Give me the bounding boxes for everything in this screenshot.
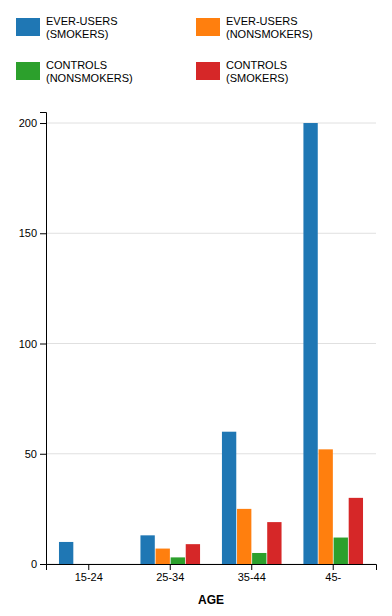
axis-line: [40, 113, 47, 565]
bar-series: [156, 449, 333, 564]
bar: [171, 557, 185, 564]
x-tick: 15-24: [75, 564, 103, 583]
tick-mark: [40, 123, 46, 124]
x-tick: 45-: [325, 564, 341, 583]
y-tick: 200: [19, 117, 46, 129]
tick-mark: [40, 454, 46, 455]
bar: [349, 498, 363, 564]
tick-label: 0: [31, 558, 37, 570]
axis-line: [47, 565, 377, 571]
bar-series: [59, 123, 318, 564]
legend-label: CONTROLS(SMOKERS): [226, 59, 288, 84]
legend-swatch: [16, 18, 40, 36]
legend-item: EVER-USERS(SMOKERS): [16, 15, 118, 40]
tick-label: 25-34: [156, 571, 184, 583]
tick-label: 35-44: [238, 571, 266, 583]
tick-mark: [170, 564, 171, 570]
y-tick: 0: [31, 558, 46, 570]
tick-label: 15-24: [75, 571, 103, 583]
grid: [46, 123, 376, 564]
tick-label: 100: [19, 338, 37, 350]
bar: [104, 564, 118, 565]
grid-line: [46, 343, 376, 344]
tick-mark: [40, 344, 46, 345]
bar: [186, 544, 200, 564]
legend-swatch: [196, 62, 220, 80]
bar: [252, 553, 266, 564]
plot: 0 50 100 150 200 15-24 25-34 35-44 45- AGE: [19, 113, 377, 608]
legend-item: CONTROLS(NONSMOKERS): [16, 59, 133, 84]
tick-mark: [88, 564, 89, 570]
bar: [303, 123, 317, 564]
tick-mark: [333, 564, 334, 570]
x-axis-title: AGE: [198, 593, 224, 607]
chart: 0 50 100 150 200 15-24 25-34 35-44 45- AGE EVER-US…: [0, 0, 392, 616]
bar-series: [186, 498, 363, 564]
bar: [156, 549, 170, 564]
bar-series: [171, 538, 348, 564]
legend-label: EVER-USERS(SMOKERS): [46, 15, 118, 40]
bar: [334, 538, 348, 564]
tick-label: 150: [19, 227, 37, 239]
legend-item: CONTROLS(SMOKERS): [196, 59, 288, 84]
bar: [237, 509, 251, 564]
x-tick: 35-44: [238, 564, 266, 583]
y-tick: 50: [25, 448, 46, 460]
grid-line: [46, 123, 376, 124]
legend-item: EVER-USERS(NONSMOKERS): [196, 15, 313, 40]
legend-label: EVER-USERS(NONSMOKERS): [226, 15, 313, 40]
bar: [140, 535, 154, 564]
bar: [222, 432, 236, 564]
grid-line: [46, 233, 376, 234]
legend-swatch: [16, 62, 40, 80]
tick-mark: [251, 564, 252, 570]
bar: [319, 449, 333, 564]
bar: [59, 542, 73, 564]
legend: EVER-USERS(SMOKERS) EVER-USERS(NONSMOKERS…: [16, 15, 313, 84]
legend-swatch: [196, 18, 220, 36]
tick-mark: [40, 564, 46, 565]
tick-label: 50: [25, 448, 37, 460]
bar: [267, 522, 281, 564]
legend-label: CONTROLS(NONSMOKERS): [46, 59, 133, 84]
bar: [89, 564, 103, 565]
x-tick: 25-34: [156, 564, 184, 583]
tick-label: 200: [19, 117, 37, 129]
bar: [74, 564, 88, 565]
tick-mark: [40, 233, 46, 234]
y-axis: 0 50 100 150 200: [19, 113, 47, 571]
bars: [59, 123, 363, 564]
y-tick: 150: [19, 227, 46, 239]
tick-label: 45-: [325, 571, 341, 583]
x-axis: 15-24 25-34 35-44 45-: [47, 564, 377, 583]
y-tick: 100: [19, 338, 46, 350]
